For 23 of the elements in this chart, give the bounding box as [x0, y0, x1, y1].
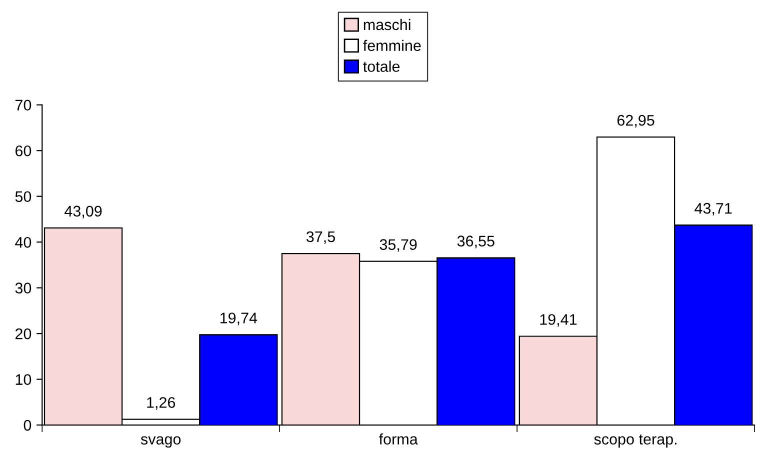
y-tick-label: 20 [15, 328, 32, 340]
legend-label: totale [363, 60, 400, 72]
y-tick-label: 70 [16, 100, 32, 111]
y-tick-label: 50 [15, 191, 32, 202]
data-label: 19,41 [540, 314, 577, 327]
data-label: 19,74 [220, 312, 258, 326]
data-label: 37,5 [306, 231, 335, 244]
legend-label: maschi [364, 18, 410, 30]
y-tick-label: 40 [15, 236, 32, 248]
y-tick-label: 30 [15, 282, 32, 294]
data-label: 36,55 [457, 236, 494, 248]
y-tick-label: 0 [24, 420, 32, 431]
y-tick-label: 10 [16, 374, 32, 385]
data-label: 43,71 [694, 202, 732, 216]
x-tick-label: forma [379, 433, 418, 445]
x-tick-label: svago [140, 436, 181, 448]
data-label: 62,95 [617, 114, 654, 128]
x-tick-label: scopo terap. [594, 434, 676, 448]
data-label: 35,79 [380, 239, 417, 252]
y-tick-label: 60 [15, 145, 32, 156]
data-label: 1,26 [147, 397, 176, 410]
legend-label: femmine [363, 40, 421, 52]
data-label: 43,09 [64, 206, 102, 218]
